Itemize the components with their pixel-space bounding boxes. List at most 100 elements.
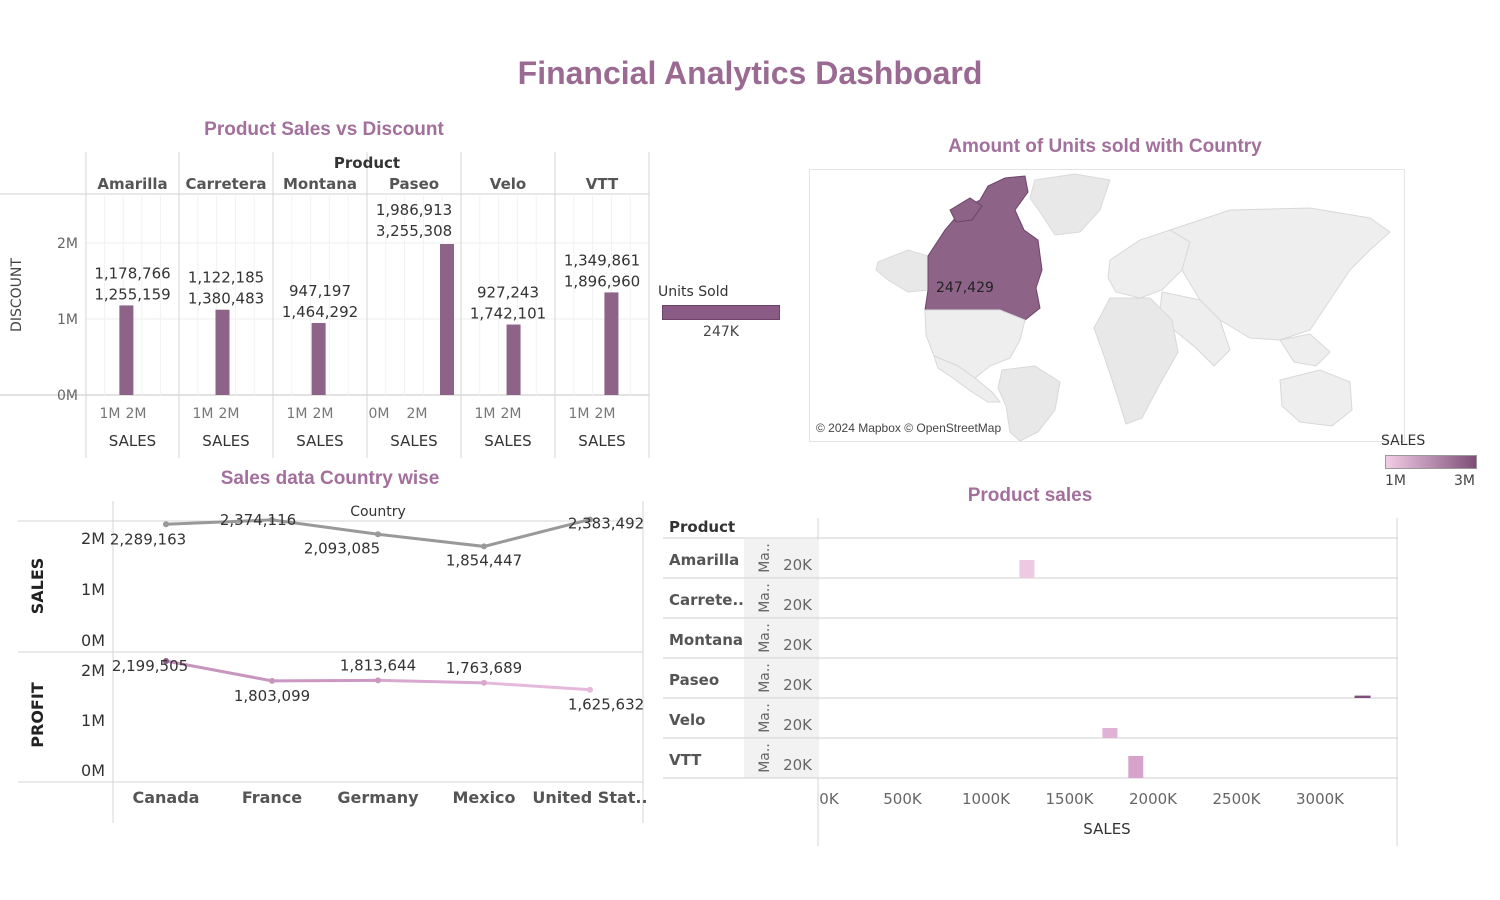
c2-pane-label: SALES	[28, 558, 47, 615]
sales-data-label: 2,093,085	[304, 539, 380, 557]
c1-x-axis-label: SALES	[484, 432, 531, 450]
canada-islands-shape[interactable]	[949, 197, 983, 223]
c1-x-tick: 1M	[287, 406, 308, 422]
c2-country-label: France	[242, 788, 302, 807]
asia-shape	[1168, 207, 1391, 341]
c1-category-label: Montana	[283, 175, 357, 193]
c1-x-axis-label: SALES	[109, 432, 156, 450]
profit-data-label: 1,763,689	[446, 659, 522, 677]
sales-point[interactable]	[163, 521, 169, 528]
profit-line-segment[interactable]	[165, 659, 273, 683]
sales-point[interactable]	[375, 531, 381, 538]
c3-product-label: VTT	[669, 751, 702, 769]
c2-pane-label: PROFIT	[28, 682, 47, 748]
profit-data-label: 1,803,099	[234, 687, 310, 705]
c3-bar[interactable]	[1102, 728, 1118, 738]
c1-x-tick: 2M	[407, 406, 428, 422]
c3-subheader-cell	[744, 619, 819, 658]
c1-sales-label: 1,896,960	[564, 272, 640, 290]
c1-y-tick: 2M	[57, 236, 78, 252]
sales-legend-title: SALES	[1381, 433, 1426, 449]
sales-country-wise-chart[interactable]: Country 0M 1M 2M SALES 0M 1M 2M PROFIT 2,289,163…	[0, 497, 655, 825]
profit-point[interactable]	[587, 686, 593, 693]
c3-bar[interactable]	[1128, 756, 1144, 778]
product-sales-vs-discount-chart[interactable]: Product DISCOUNT 0M 1M 2M Amarilla 1,178,766…	[0, 148, 655, 460]
profit-line-segment[interactable]	[377, 678, 485, 685]
c1-sales-label: 1,255,159	[94, 285, 170, 303]
c1-sales-label: 1,380,483	[188, 290, 264, 308]
c3-y-tick: 20K	[783, 716, 813, 734]
c3-product-label: Montana	[669, 631, 743, 649]
c2-y-tick: 2M	[81, 661, 105, 680]
greenland-shape	[1029, 173, 1111, 236]
c1-bar[interactable]	[604, 292, 619, 395]
c2-country-label: Germany	[337, 788, 419, 807]
c3-subheader-cell	[744, 579, 819, 618]
sales-point[interactable]	[587, 516, 593, 523]
usa-shape	[924, 309, 1026, 379]
australia-shape	[1279, 369, 1353, 427]
c1-x-tick: 0M	[369, 406, 390, 422]
c3-bar[interactable]	[1354, 695, 1371, 698]
profit-line-segment[interactable]	[483, 681, 591, 692]
c3-x-tick: 1000K	[962, 790, 1011, 808]
c3-subheader-cell	[744, 739, 819, 778]
c1-y-tick: 0M	[57, 388, 78, 404]
c1-x-axis-label: SALES	[390, 432, 437, 450]
units-sold-legend-value: 247K	[703, 324, 739, 340]
se-asia-shape	[1279, 333, 1331, 367]
c2-country-label: Canada	[133, 788, 200, 807]
c1-sales-label: 1,464,292	[282, 303, 358, 321]
product-sales-chart[interactable]: Product SALES Amarilla Ma.. 20K Carrete.. Ma…	[660, 512, 1405, 852]
c1-bar[interactable]	[215, 309, 230, 395]
alaska-shape	[875, 249, 929, 293]
profit-data-label: 1,813,644	[340, 656, 416, 674]
c3-sub-label: Ma..	[757, 583, 773, 613]
c1-discount-label: 947,197	[289, 282, 351, 300]
c2-y-tick: 1M	[81, 711, 105, 730]
c1-sales-label: 3,255,308	[376, 222, 452, 240]
discount-axis-label: DISCOUNT	[9, 258, 25, 332]
units-sold-legend-title: Units Sold	[658, 284, 729, 300]
c3-product-label: Carrete..	[669, 591, 744, 609]
product-sales-vs-discount-title: Product Sales vs Discount	[204, 119, 444, 140]
c3-sub-label: Ma..	[757, 743, 773, 773]
sales-point[interactable]	[481, 543, 487, 550]
map-attribution[interactable]: © 2024 Mapbox © OpenStreetMap	[816, 421, 1002, 435]
canada-shape[interactable]	[924, 175, 1043, 321]
profit-data-label: 2,199,505	[112, 657, 188, 675]
product-sales-header-label: Product	[669, 518, 735, 536]
c3-y-tick: 20K	[783, 756, 813, 774]
world-map[interactable]: 247,429	[809, 169, 1405, 442]
c1-bar[interactable]	[440, 243, 454, 395]
profit-data-label: 1,625,632	[568, 696, 644, 714]
c1-x-tick: 2M	[595, 406, 616, 422]
c1-category-label: Velo	[490, 175, 526, 193]
c3-x-tick: 2000K	[1129, 790, 1178, 808]
c1-x-axis-label: SALES	[578, 432, 625, 450]
c1-y-tick: 1M	[57, 312, 78, 328]
c1-bar[interactable]	[506, 324, 521, 395]
c1-sales-label: 1,742,101	[470, 305, 546, 323]
c1-category-label: VTT	[586, 175, 619, 193]
world-map-svg: 247,429	[875, 173, 1391, 441]
c1-x-tick: 1M	[569, 406, 590, 422]
sales-point[interactable]	[269, 516, 275, 523]
c1-x-axis-label: SALES	[296, 432, 343, 450]
profit-line-segment[interactable]	[271, 678, 379, 683]
c1-bar[interactable]	[119, 305, 134, 395]
profit-point[interactable]	[269, 677, 275, 684]
c1-x-tick: 1M	[475, 406, 496, 422]
c1-discount-label: 927,243	[477, 284, 539, 302]
profit-point[interactable]	[163, 658, 169, 665]
profit-point[interactable]	[375, 677, 381, 684]
c3-y-tick: 20K	[783, 636, 813, 654]
profit-point[interactable]	[481, 679, 487, 686]
canada-units-label: 247,429	[936, 280, 994, 296]
africa-shape	[1093, 297, 1179, 425]
c3-product-label: Amarilla	[669, 551, 739, 569]
c1-x-tick: 2M	[126, 406, 147, 422]
c3-subheader-cell	[744, 659, 819, 698]
c3-bar[interactable]	[1019, 560, 1035, 578]
c1-bar[interactable]	[311, 323, 326, 395]
